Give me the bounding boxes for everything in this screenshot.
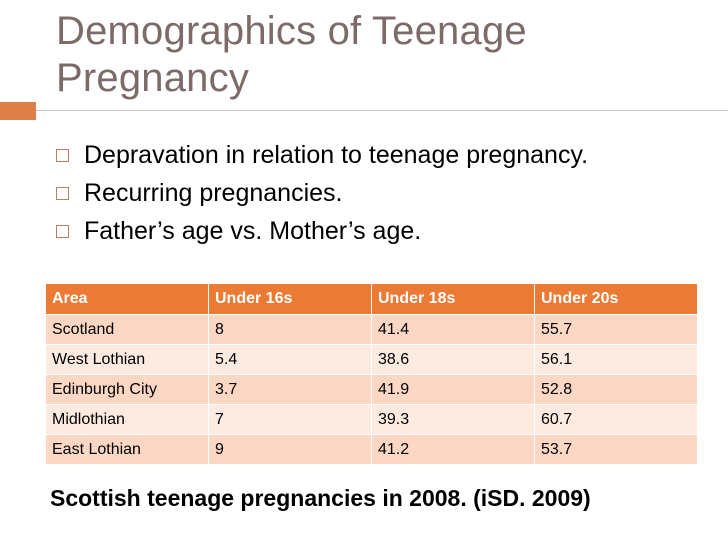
table-cell: 41.9: [371, 374, 535, 405]
table-cell: 8: [208, 314, 372, 345]
title-accent-bar: [0, 102, 36, 120]
hollow-square-icon: [56, 186, 69, 200]
table-row: Scotland 8 41.4 55.7: [45, 314, 698, 345]
table-cell: Scotland: [45, 314, 209, 345]
table-row: Edinburgh City 3.7 41.9 52.8: [45, 374, 698, 405]
table-cell: 56.1: [534, 344, 698, 375]
column-header: Under 18s: [371, 283, 535, 315]
bullet-item: Recurring pregnancies.: [56, 174, 706, 212]
table-row: Midlothian 7 39.3 60.7: [45, 404, 698, 435]
table-header-row: Area Under 16s Under 18s Under 20s: [45, 283, 698, 315]
table-row: East Lothian 9 41.2 53.7: [45, 434, 698, 465]
slide-title: Demographics of Teenage Pregnancy: [56, 9, 527, 100]
title-divider: [36, 110, 728, 111]
column-header: Area: [45, 283, 209, 315]
table-cell: 39.3: [371, 404, 535, 435]
table-row: West Lothian 5.4 38.6 56.1: [45, 344, 698, 375]
table-cell: 5.4: [208, 344, 372, 375]
table-cell: 41.4: [371, 314, 535, 345]
table-cell: 41.2: [371, 434, 535, 465]
table-cell: 53.7: [534, 434, 698, 465]
source-caption: Scottish teenage pregnancies in 2008. (i…: [50, 485, 591, 511]
table-cell: 3.7: [208, 374, 372, 405]
hollow-square-icon: [56, 148, 69, 162]
table-cell: 55.7: [534, 314, 698, 345]
table-cell: West Lothian: [45, 344, 209, 375]
table-cell: 7: [208, 404, 372, 435]
column-header: Under 20s: [534, 283, 698, 315]
table-cell: East Lothian: [45, 434, 209, 465]
pregnancy-data-table: Area Under 16s Under 18s Under 20s Scotl…: [45, 283, 698, 465]
bullet-text: Father’s age vs. Mother’s age.: [84, 216, 422, 245]
bullet-text: Depravation in relation to teenage pregn…: [84, 140, 589, 169]
table-cell: Midlothian: [45, 404, 209, 435]
bullet-text: Recurring pregnancies.: [84, 178, 343, 207]
table-cell: Edinburgh City: [45, 374, 209, 405]
bullet-item: Father’s age vs. Mother’s age.: [56, 212, 706, 250]
table-cell: 52.8: [534, 374, 698, 405]
bullet-list: Depravation in relation to teenage pregn…: [56, 136, 706, 250]
bullet-item: Depravation in relation to teenage pregn…: [56, 136, 706, 174]
column-header: Under 16s: [208, 283, 372, 315]
table-cell: 60.7: [534, 404, 698, 435]
table-cell: 38.6: [371, 344, 535, 375]
table-cell: 9: [208, 434, 372, 465]
hollow-square-icon: [56, 224, 69, 238]
